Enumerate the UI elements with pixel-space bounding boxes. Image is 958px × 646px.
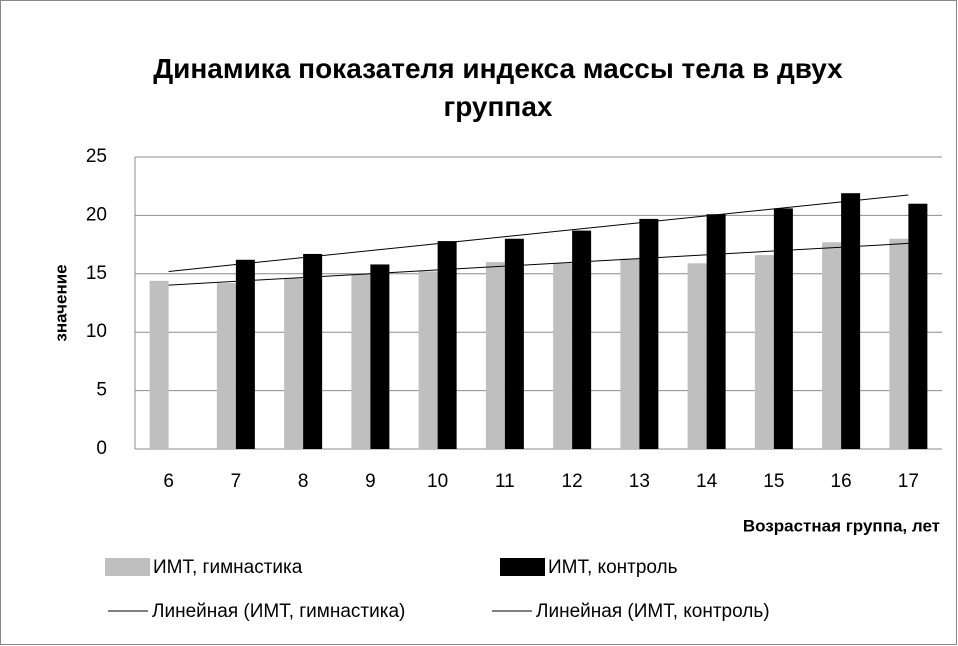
y-tick-label: 10 [86, 321, 107, 342]
bar [235, 259, 255, 449]
bar [639, 218, 659, 449]
bar [437, 241, 457, 449]
bar [485, 262, 505, 449]
legend-swatch [105, 558, 150, 576]
x-tick-label: 8 [298, 471, 309, 492]
x-tick-label: 16 [831, 471, 852, 492]
bar [572, 230, 592, 449]
y-axis-label: значение [51, 264, 70, 341]
x-tick-label: 7 [231, 471, 242, 492]
bar [687, 263, 707, 449]
x-tick-label: 9 [365, 471, 376, 492]
x-tick-label: 13 [629, 471, 650, 492]
bar [351, 273, 371, 449]
x-tick-label: 14 [696, 471, 718, 492]
bar [216, 283, 236, 449]
legend-swatch [500, 558, 545, 576]
bar [303, 253, 323, 449]
bar [620, 258, 640, 449]
x-tick-label: 17 [898, 471, 919, 492]
x-tick-label: 6 [163, 471, 174, 492]
x-axis-label: Возрастная группа, лет [743, 516, 940, 535]
bar [504, 238, 524, 449]
legend-label: ИМТ, гимнастика [153, 557, 303, 578]
bar [553, 263, 573, 449]
trendline [168, 194, 909, 272]
trendline [168, 242, 909, 286]
bar [284, 278, 304, 449]
bar [773, 208, 793, 449]
y-tick-label: 25 [86, 146, 107, 167]
x-tick-label: 12 [562, 471, 583, 492]
legend-label: ИМТ, контроль [548, 557, 678, 578]
bar [841, 193, 861, 449]
legend-label: Линейная (ИМТ, гимнастика) [152, 601, 405, 622]
x-tick-label: 11 [495, 471, 515, 492]
bar [706, 214, 726, 449]
legend-label: Линейная (ИМТ, контроль) [536, 601, 770, 622]
bar [889, 238, 909, 449]
x-tick-label: 10 [427, 471, 448, 492]
bar [418, 271, 438, 449]
bar [149, 280, 169, 449]
bar [754, 255, 774, 449]
x-tick-label: 15 [763, 471, 784, 492]
chart-title: Динамика показателя индекса массы тела в… [153, 53, 843, 122]
y-tick-label: 15 [86, 263, 107, 284]
bar [370, 264, 390, 449]
bar [822, 242, 842, 449]
y-tick-label: 0 [96, 438, 107, 459]
y-tick-label: 5 [96, 380, 107, 401]
bar [908, 203, 928, 449]
y-tick-label: 20 [86, 204, 107, 225]
